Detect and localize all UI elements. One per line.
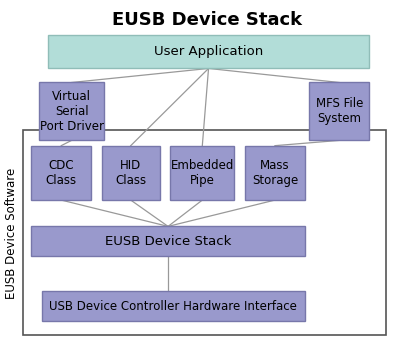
FancyBboxPatch shape [31, 226, 305, 256]
Text: User Application: User Application [154, 45, 263, 58]
Text: EUSB Device Stack: EUSB Device Stack [112, 11, 303, 28]
FancyBboxPatch shape [31, 146, 91, 200]
Text: MFS File
System: MFS File System [315, 98, 363, 125]
Text: EUSB Device Stack: EUSB Device Stack [105, 235, 231, 248]
FancyBboxPatch shape [309, 82, 369, 140]
Text: USB Device Controller Hardware Interface: USB Device Controller Hardware Interface [49, 300, 297, 313]
FancyBboxPatch shape [39, 82, 104, 140]
Text: Virtual
Serial
Port Driver: Virtual Serial Port Driver [39, 90, 104, 133]
FancyBboxPatch shape [170, 146, 234, 200]
Text: CDC
Class: CDC Class [46, 159, 77, 187]
FancyBboxPatch shape [245, 146, 305, 200]
Text: EUSB Device Software: EUSB Device Software [5, 168, 18, 299]
Text: HID
Class: HID Class [115, 159, 146, 187]
FancyBboxPatch shape [48, 35, 369, 68]
FancyBboxPatch shape [102, 146, 160, 200]
Text: Mass
Storage: Mass Storage [252, 159, 298, 187]
Text: Embedded
Pipe: Embedded Pipe [171, 159, 234, 187]
FancyBboxPatch shape [42, 291, 305, 321]
